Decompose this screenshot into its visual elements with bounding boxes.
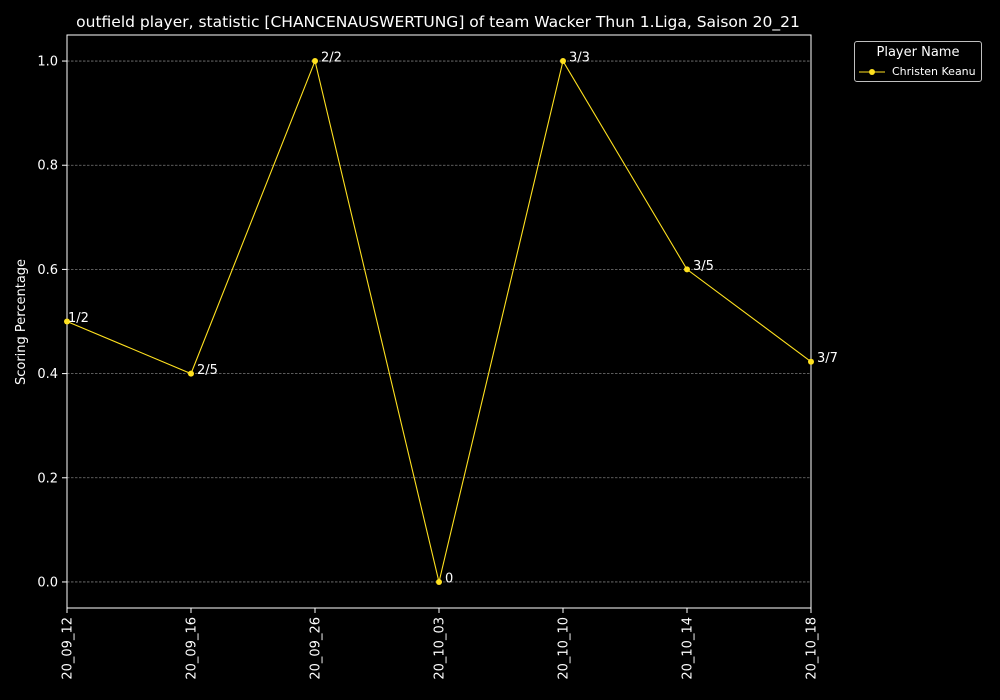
data-label: 2/2 [321,51,342,66]
data-label: 1/2 [68,311,89,326]
axes: 0.0 0.2 0.4 0.6 0.8 1.0 20_09_12 20_09_16 20_09_… [37,34,820,680]
y-tick-label: 0.4 [37,367,58,382]
legend-label: Christen Keanu [892,65,976,78]
legend-swatch [859,69,885,75]
legend: Player Name Christen Keanu [854,41,982,82]
grid-lines [67,60,811,583]
data-point[interactable] [808,358,814,365]
data-point[interactable] [436,578,442,585]
data-label: 2/5 [197,363,218,378]
data-label: 3/3 [569,51,590,66]
data-point[interactable] [684,266,690,273]
x-tick-label: 20_10_14 [681,617,696,680]
chart-title: outfield player, statistic [CHANCENAUSWE… [76,13,800,32]
data-point[interactable] [560,58,566,65]
y-tick-label: 0.8 [37,159,58,174]
legend-title: Player Name [876,45,960,60]
y-tick-label: 0.2 [37,471,58,486]
data-point[interactable] [188,370,194,377]
series-christen-keanu [64,58,814,585]
data-point[interactable] [312,58,318,65]
x-tick-label: 20_10_18 [805,617,820,680]
x-tick-label: 20_09_12 [61,617,76,680]
plot-frame [66,34,812,609]
series-line [66,59,812,583]
y-tick-label: 0.6 [37,263,58,278]
x-tick-label: 20_09_26 [309,617,324,680]
data-point[interactable] [64,318,70,325]
y-axis-label: Scoring Percentage [14,259,29,385]
y-tick-label: 0.0 [37,575,58,590]
y-tick-label: 1.0 [37,55,58,70]
data-label: 3/7 [817,351,838,366]
data-label: 0 [445,571,453,586]
data-label: 3/5 [693,259,714,274]
x-tick-label: 20_09_16 [185,617,200,680]
x-tick-label: 20_10_03 [433,617,448,680]
x-tick-label: 20_10_10 [557,617,572,680]
data-labels: 1/2 2/5 2/2 0 3/3 3/5 3/7 [68,51,838,587]
legend-item-christen-keanu[interactable]: Christen Keanu [858,64,980,80]
